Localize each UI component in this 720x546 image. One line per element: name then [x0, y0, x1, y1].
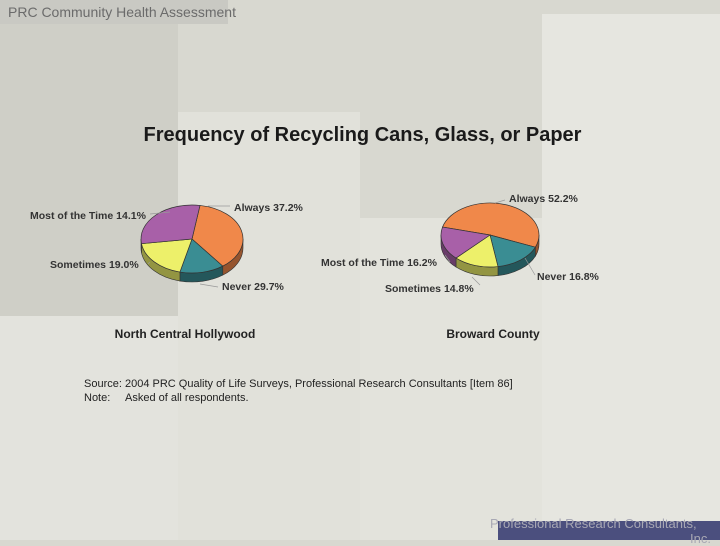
pie-1: Always 52.2% Most of the Time 16.2% Someti…: [321, 193, 600, 341]
pie-0-label-0: Always 37.2%: [234, 202, 304, 214]
pie-0: Always 37.2% Most of the Time 14.1% Someti…: [30, 202, 304, 341]
pie-1-label-2: Sometimes 14.8%: [385, 283, 474, 295]
pie-0-slice-never: [141, 205, 200, 244]
footer-company-suffix: Inc.: [690, 531, 711, 546]
pie-0-label-3: Never 29.7%: [222, 281, 285, 293]
pie-0-leader-3: [200, 284, 218, 287]
pie-1-caption: Broward County: [446, 327, 540, 341]
pie-0-label-2: Sometimes 19.0%: [50, 259, 139, 271]
footer-company: Professional Research Consultants,: [490, 516, 697, 531]
source-note: Source:2004 PRC Quality of Life Surveys,…: [84, 377, 513, 405]
pie-1-label-1: Most of the Time 16.2%: [321, 257, 438, 269]
note-label: Note:: [84, 391, 125, 405]
source-label: Source:: [84, 377, 125, 391]
pie-1-label-0: Always 52.2%: [509, 193, 579, 205]
pie-0-caption: North Central Hollywood: [115, 327, 256, 341]
pie-0-label-1: Most of the Time 14.1%: [30, 210, 147, 222]
pie-1-label-3: Never 16.8%: [537, 271, 600, 283]
source-text: 2004 PRC Quality of Life Surveys, Profes…: [125, 378, 513, 390]
note-text: Asked of all respondents.: [125, 392, 249, 404]
pie-1-leader-0: [495, 200, 505, 203]
